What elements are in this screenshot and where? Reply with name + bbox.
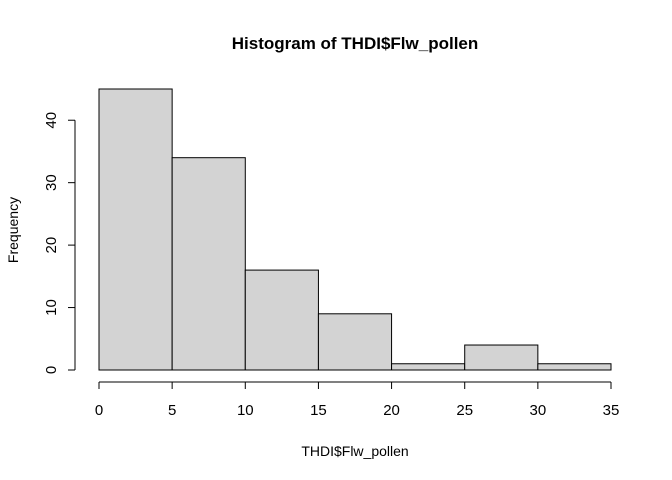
y-axis-label: Frequency	[5, 197, 21, 263]
x-axis-label: THDI$Flw_pollen	[301, 443, 408, 459]
histogram-bar	[98, 88, 173, 371]
x-tick-label: 30	[530, 402, 547, 419]
y-tick-label: 40	[43, 112, 60, 129]
y-axis: 0 10 20 30 40	[43, 112, 76, 374]
histogram-bar	[244, 269, 319, 371]
y-tick-label: 10	[43, 299, 60, 316]
x-tick-label: 35	[603, 402, 620, 419]
bars-group	[98, 88, 612, 371]
y-tick-label: 30	[43, 174, 60, 191]
histogram-bar	[464, 344, 539, 371]
chart-title: Histogram of THDI$Flw_pollen	[232, 34, 479, 53]
x-tick-label: 15	[310, 402, 327, 419]
histogram-bar	[171, 157, 246, 371]
x-tick-label: 0	[95, 402, 103, 419]
histogram-bar	[537, 363, 612, 371]
x-tick-label: 5	[168, 402, 176, 419]
y-tick-label: 0	[43, 366, 60, 374]
x-axis: 0 5 10 15 20 25 30 35	[95, 381, 620, 419]
histogram-bar	[391, 363, 466, 371]
y-tick-label: 20	[43, 237, 60, 254]
x-tick-label: 25	[456, 402, 473, 419]
x-tick-label: 20	[383, 402, 400, 419]
x-tick-label: 10	[237, 402, 254, 419]
histogram-bar	[317, 313, 393, 371]
